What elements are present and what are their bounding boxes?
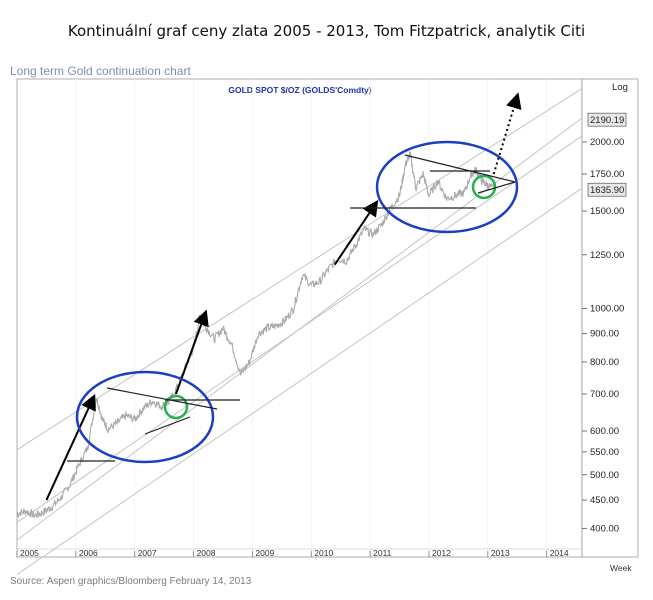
y-tick-label: 900.00 bbox=[590, 329, 619, 340]
price-box-label: 1635.90 bbox=[590, 185, 624, 196]
pattern-line bbox=[477, 181, 516, 194]
y-tick-label: 1250.00 bbox=[590, 250, 624, 261]
price-series bbox=[16, 151, 496, 519]
price-box bbox=[587, 182, 627, 197]
y-tick-label: 1750.00 bbox=[590, 169, 624, 180]
price-box bbox=[587, 112, 627, 127]
price-box-label: 2190.19 bbox=[590, 115, 624, 126]
chart-title: GOLD SPOT $/OZ (GOLDS'Comdty) bbox=[228, 85, 371, 95]
x-axis: 2005 2006 2007 2008 2009 2010 2011 2012 2013 2014 bbox=[16, 548, 582, 558]
pattern-line bbox=[106, 387, 218, 410]
x-tick-label: 2014 bbox=[550, 548, 569, 558]
trend-arrow bbox=[492, 92, 522, 175]
channel-line bbox=[16, 187, 583, 575]
x-tick-label: 2010 bbox=[314, 548, 333, 558]
y-tick-label: 550.00 bbox=[590, 447, 619, 458]
breakout-circle bbox=[163, 394, 189, 420]
plot-frame bbox=[16, 78, 583, 558]
x-tick-label: 2008 bbox=[197, 548, 216, 558]
y-tick-label: 1500.00 bbox=[590, 206, 624, 217]
consolidation-ellipse bbox=[375, 140, 519, 234]
trend-arrow bbox=[333, 199, 379, 266]
annotations bbox=[45, 92, 522, 501]
x-tick-label: 2012 bbox=[432, 548, 451, 558]
source-note: Source: Aspen graphics/Bloomberg Februar… bbox=[10, 576, 252, 587]
x-tick-label: 2009 bbox=[255, 548, 274, 558]
y-tick-label: 2000.00 bbox=[590, 137, 624, 148]
period-label: Week bbox=[610, 563, 632, 573]
x-tick-label: 2005 bbox=[20, 548, 39, 558]
price-line bbox=[16, 151, 496, 519]
y-axis: 400.00 450.00 500.00 550.00 600.00 700.00 800.… bbox=[582, 112, 627, 534]
x-tick-label: 2011 bbox=[373, 548, 392, 558]
consolidation-ellipse bbox=[75, 370, 215, 464]
chart-subtitle: Long term Gold continuation chart bbox=[10, 64, 191, 78]
y-tick-label: 400.00 bbox=[590, 523, 619, 534]
y-tick-label: 800.00 bbox=[590, 357, 619, 368]
pattern-line bbox=[404, 154, 516, 183]
x-tick-label: 2006 bbox=[79, 548, 98, 558]
y-tick-label: 450.00 bbox=[590, 495, 619, 506]
breakout-circle bbox=[471, 174, 497, 200]
page-heading: Kontinuální graf ceny zlata 2005 - 2013,… bbox=[67, 22, 586, 40]
channel-line bbox=[16, 87, 583, 451]
y-tick-label: 700.00 bbox=[590, 389, 619, 400]
y-tick-label: 600.00 bbox=[590, 426, 619, 437]
y-tick-label: 500.00 bbox=[590, 470, 619, 481]
trend-arrow bbox=[45, 393, 96, 501]
scale-label: Log bbox=[612, 82, 628, 93]
y-tick-label: 1000.00 bbox=[590, 303, 624, 314]
trend-arrow bbox=[174, 309, 209, 395]
y-axis-panel bbox=[581, 78, 639, 558]
x-tick-label: 2007 bbox=[138, 548, 157, 558]
pattern-line bbox=[144, 416, 191, 435]
x-tick-label: 2013 bbox=[491, 548, 510, 558]
